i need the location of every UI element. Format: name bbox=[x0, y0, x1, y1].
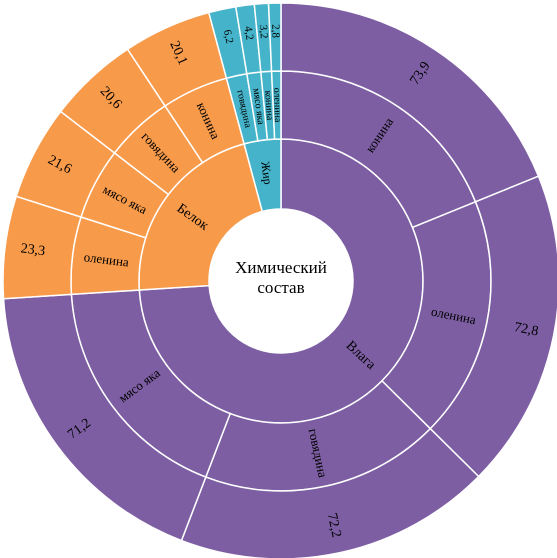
value-label-vlaga-olenina: 72,8 bbox=[513, 320, 540, 339]
value-label-zhir-konina: 3,2 bbox=[257, 24, 270, 39]
value-label-zhir-myaso-yaka: 4,2 bbox=[242, 26, 256, 41]
value-label-vlaga-govyadina: 72,2 bbox=[324, 512, 344, 539]
center-label-line-2: состав bbox=[257, 278, 304, 297]
center-label-line-1: Химический bbox=[235, 258, 327, 277]
sub-label-zhir-konina: конина bbox=[262, 90, 275, 121]
sub-label-belok-olenina: оленина bbox=[83, 249, 130, 269]
value-segment-zhir-olenina bbox=[267, 2, 282, 72]
value-label-belok-olenina: 23,3 bbox=[20, 241, 46, 259]
sub-label-zhir-olenina: оленина bbox=[271, 88, 283, 124]
sub-label-zhir-myaso-yaka: мясо яка bbox=[250, 88, 266, 126]
value-label-zhir-govyadina: 6,2 bbox=[221, 29, 236, 45]
category-label-zhir: Жир bbox=[258, 161, 275, 186]
value-label-zhir-olenina: 2,8 bbox=[269, 24, 281, 39]
